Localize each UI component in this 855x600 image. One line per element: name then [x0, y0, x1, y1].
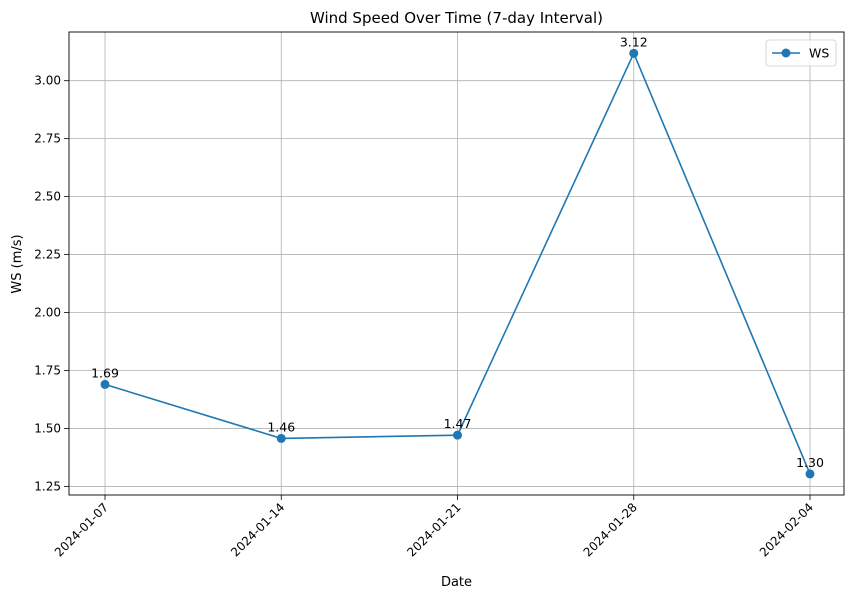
legend: WS — [765, 39, 837, 67]
legend-label: WS — [809, 46, 829, 61]
data-labels: 1.69 1.46 1.47 3.12 1.30 — [91, 34, 824, 470]
y-axis-label: WS (m/s) — [10, 234, 25, 293]
chart-title: Wind Speed Over Time (7-day Interval) — [310, 9, 603, 27]
y-tick-label: 1.75 — [34, 363, 61, 377]
data-label: 1.47 — [444, 416, 472, 431]
data-label: 1.30 — [796, 455, 824, 470]
data-point — [805, 469, 815, 479]
data-point — [100, 379, 110, 389]
y-tick-label: 3.00 — [34, 74, 61, 88]
y-tick-label: 2.75 — [34, 132, 61, 146]
y-tick-label: 2.00 — [34, 306, 61, 320]
data-point — [629, 48, 639, 58]
y-tick-label: 2.25 — [34, 248, 61, 262]
y-tick-label: 1.25 — [34, 479, 61, 493]
data-point — [276, 433, 286, 443]
data-label: 1.46 — [267, 419, 295, 434]
y-tick-label: 1.50 — [34, 421, 61, 435]
data-label: 3.12 — [620, 34, 648, 49]
legend-marker — [781, 48, 791, 58]
y-tick-label: 2.50 — [34, 190, 61, 204]
series-layer — [100, 48, 815, 479]
legend-box — [765, 39, 837, 67]
grid — [69, 32, 844, 495]
data-point — [453, 430, 462, 440]
x-axis-label: Date — [441, 575, 472, 590]
data-label: 1.69 — [91, 365, 119, 380]
plot-frame — [68, 31, 845, 496]
